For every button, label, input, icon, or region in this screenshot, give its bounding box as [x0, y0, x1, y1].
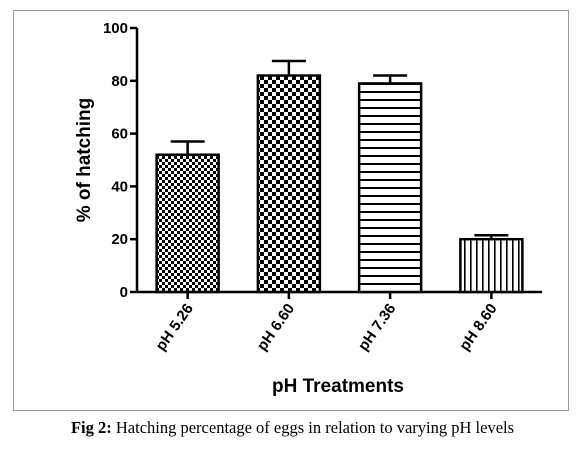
caption-label: Fig 2: [70, 418, 112, 437]
error-bars-group [170, 59, 509, 240]
bars-group [155, 74, 524, 294]
y-tick-label: 20 [111, 231, 128, 248]
y-axis: 0 20 40 60 80 100 [103, 20, 139, 301]
x-tick-label: pH 5.26 [152, 301, 197, 354]
bar-4 [459, 237, 524, 294]
y-tick-label: 100 [103, 20, 128, 37]
y-tick-label: 80 [111, 73, 128, 90]
y-axis-title: % of hatching [74, 98, 95, 223]
x-tick-label: pH 7.36 [355, 301, 400, 354]
bar-chart: 0 20 40 60 80 100 pH 5.26 pH 6.60 pH 7.36 pH 8.6… [74, 20, 542, 397]
figure-caption: Fig 2: Hatching percentage of eggs in re… [0, 418, 585, 438]
x-tick-label: pH 8.60 [456, 301, 501, 354]
y-tick-label: 60 [111, 126, 128, 143]
x-axis-title: pH Treatments [272, 376, 404, 397]
bar-2 [256, 74, 322, 294]
x-tick-label: pH 6.60 [254, 301, 299, 354]
bar-3 [357, 82, 423, 294]
y-tick-label: 40 [111, 178, 128, 195]
y-tick-label: 0 [120, 284, 128, 301]
caption-text: Hatching percentage of eggs in relation … [111, 418, 515, 437]
x-tick-labels: pH 5.26 pH 6.60 pH 7.36 pH 8.60 [152, 301, 500, 354]
bar-1 [155, 153, 220, 294]
figure-frame [13, 10, 569, 411]
